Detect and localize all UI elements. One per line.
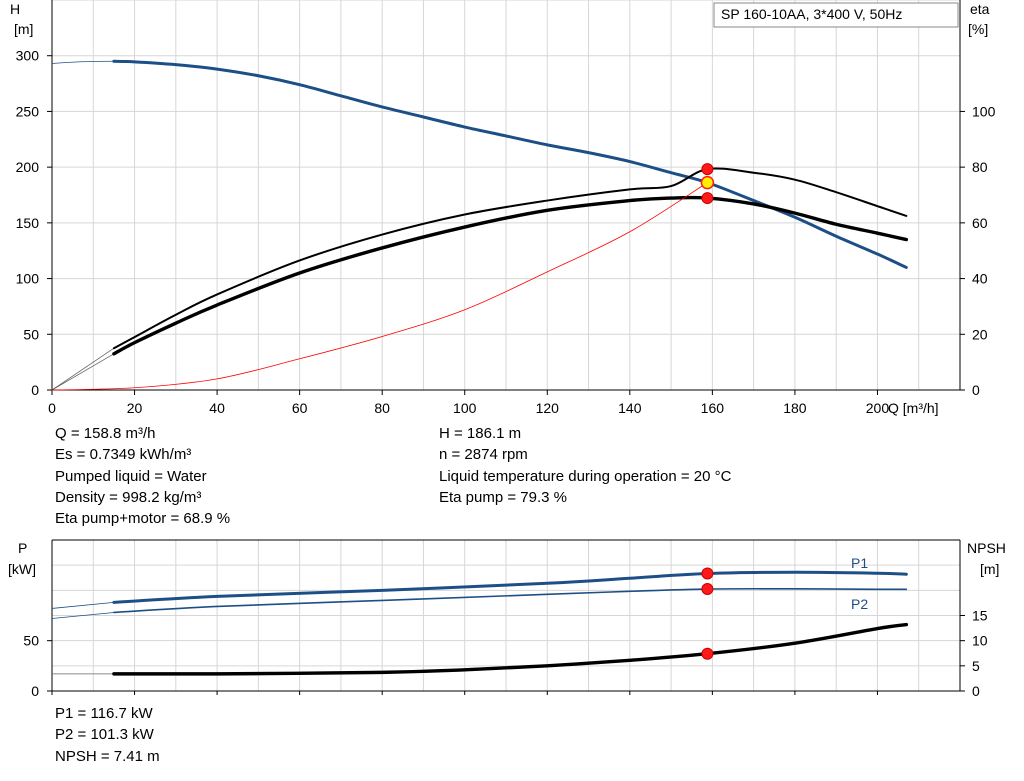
upper-x-tick-label: 0	[48, 400, 56, 416]
p1-operating-point	[701, 567, 714, 580]
upper-y-left-tick-label: 100	[16, 271, 40, 287]
upper-x-tick-label: 100	[453, 400, 477, 416]
info-bottom-column: P1 = 116.7 kW P2 = 101.3 kW NPSH = 7.41 …	[55, 703, 160, 767]
upper-y-left-tick-label: 250	[16, 103, 40, 119]
upper-x-tick-label: 200	[866, 400, 890, 416]
upper-y-right-tick-label: 100	[972, 103, 996, 119]
lower-y-right-tick-label: 15	[972, 608, 988, 624]
info-energy: Es = 0.7349 kWh/m³	[55, 446, 192, 464]
eta-curve-extension	[51, 347, 115, 391]
info-p1: P1 = 116.7 kW	[55, 705, 153, 722]
upper-y-left-tick-label: 150	[16, 215, 40, 231]
upper-chart: 0 20 40 60 80 100 120 140 160 180 2000501001502002…	[10, 0, 996, 416]
upper-x-label: Q [m³/h]	[888, 400, 939, 416]
eta-total-operating-point	[701, 192, 714, 205]
head-curve-extension	[51, 60, 114, 64]
lower-y-right-label-line2: [m]	[980, 561, 999, 577]
upper-y-left-tick-label: 200	[16, 159, 40, 175]
lower-y-left-label-line1: P	[18, 540, 27, 556]
upper-x-tick-label: 60	[292, 400, 308, 416]
info-npsh: NPSH = 7.41 m	[55, 747, 160, 765]
lower-y-right-tick-label: 10	[972, 633, 988, 649]
upper-y-left-tick-label: 300	[16, 48, 40, 64]
info-p2: P2 = 101.3 kW	[55, 726, 154, 744]
info-flow: Q = 158.8 m³/h	[55, 425, 156, 442]
info-temperature: Liquid temperature during operation = 20…	[439, 467, 732, 485]
upper-y-left-label-line2: [m]	[14, 21, 33, 37]
upper-series	[51, 59, 909, 391]
info-eta-total: Eta pump+motor = 68.9 %	[55, 510, 231, 528]
p2-curve-extension	[51, 612, 114, 619]
lower-y-right-tick-label: 0	[972, 683, 980, 699]
lower-ticks: 0 50 0 5 10 15	[23, 608, 987, 700]
series-label-p1: P1	[851, 555, 868, 571]
head-operating-point	[700, 175, 715, 190]
upper-y-right-tick-label: 60	[972, 215, 988, 231]
upper-operating-points	[700, 163, 715, 205]
upper-ticks: 0 20 40 60 80 100 120 140 160 180 2000501001502002…	[16, 48, 996, 416]
upper-x-tick-label: 120	[536, 400, 560, 416]
npsh-curve	[112, 622, 909, 676]
upper-y-right-tick-label: 0	[972, 382, 980, 398]
lower-y-left-tick-label: 0	[31, 683, 39, 699]
info-density: Density = 998.2 kg/m³	[55, 488, 202, 506]
info-head: H = 186.1 m	[439, 425, 522, 442]
eta-total-curve	[112, 195, 909, 356]
eta-pump-operating-point	[701, 163, 714, 176]
lower-y-left-label-line2: [kW]	[8, 561, 36, 577]
upper-x-tick-label: 160	[701, 400, 725, 416]
upper-y-right-tick-label: 80	[972, 159, 988, 175]
upper-y-left-label-line1: H	[10, 1, 20, 17]
eta-curve-extension	[51, 353, 115, 391]
lower-operating-points	[701, 567, 714, 660]
p2-curve	[113, 587, 908, 614]
lower-y-right-tick-label: 5	[972, 658, 980, 674]
info-eta-pump: Eta pump = 79.3 %	[439, 488, 567, 506]
npsh-operating-point	[701, 647, 714, 660]
lower-chart: 0 50 0 5 10 15 P [kW] NPSH [m] P1 P2	[8, 539, 1006, 700]
system-curve	[51, 182, 708, 391]
upper-y-left-tick-label: 0	[31, 382, 39, 398]
upper-y-right-label-line2: [%]	[968, 21, 988, 37]
p2-operating-point	[701, 583, 714, 596]
head-curve	[112, 59, 908, 269]
upper-y-left-tick-label: 50	[23, 326, 39, 342]
p1-curve	[112, 570, 908, 604]
series-label-p2: P2	[851, 596, 868, 612]
lower-series	[51, 570, 909, 676]
info-liquid: Pumped liquid = Water	[55, 467, 207, 485]
upper-y-right-tick-label: 40	[972, 271, 988, 287]
title-box	[713, 2, 959, 28]
upper-x-tick-label: 180	[783, 400, 807, 416]
upper-x-tick-label: 140	[618, 400, 642, 416]
info-left-column: Q = 158.8 m³/h Es = 0.7349 kWh/m³ Pumped…	[55, 423, 230, 529]
lower-y-left-tick-label: 50	[23, 633, 39, 649]
upper-y-right-label-line1: eta	[970, 1, 990, 17]
upper-x-tick-label: 20	[127, 400, 143, 416]
upper-y-right-tick-label: 20	[972, 326, 988, 342]
p1-curve-extension	[51, 602, 114, 609]
chart-title: SP 160-10AA, 3*400 V, 50Hz	[721, 6, 902, 22]
upper-x-tick-label: 40	[209, 400, 225, 416]
info-speed: n = 2874 rpm	[439, 446, 528, 464]
lower-y-right-label-line1: NPSH	[967, 540, 1006, 556]
eta-pump-curve	[112, 167, 908, 350]
upper-x-tick-label: 80	[374, 400, 390, 416]
info-right-column: H = 186.1 m n = 2874 rpm Liquid temperat…	[439, 423, 731, 508]
